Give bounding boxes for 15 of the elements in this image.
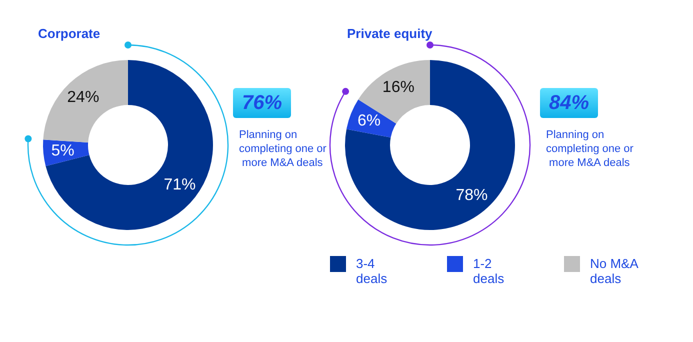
- chart-title: Private equity: [347, 26, 434, 41]
- text: 76%: [242, 92, 282, 114]
- chart-title: Corporate: [38, 26, 100, 41]
- data-label: 6%: [358, 112, 381, 130]
- text: 84%: [548, 92, 590, 114]
- data-label: 5%: [51, 142, 74, 160]
- legend-label: 3-4 deals: [356, 256, 388, 286]
- data-label: 16%: [382, 79, 414, 96]
- data-label: 24%: [67, 88, 100, 106]
- data-label: 78%: [456, 186, 488, 204]
- legend-label: No M&A deals: [590, 256, 640, 286]
- text: Planning on completing one or more M&A deals: [546, 129, 634, 169]
- data-label: 71%: [164, 176, 196, 194]
- legend-label: 1-2 deals: [473, 256, 506, 286]
- text: Planning on completing one or more M&A deals: [239, 129, 327, 169]
